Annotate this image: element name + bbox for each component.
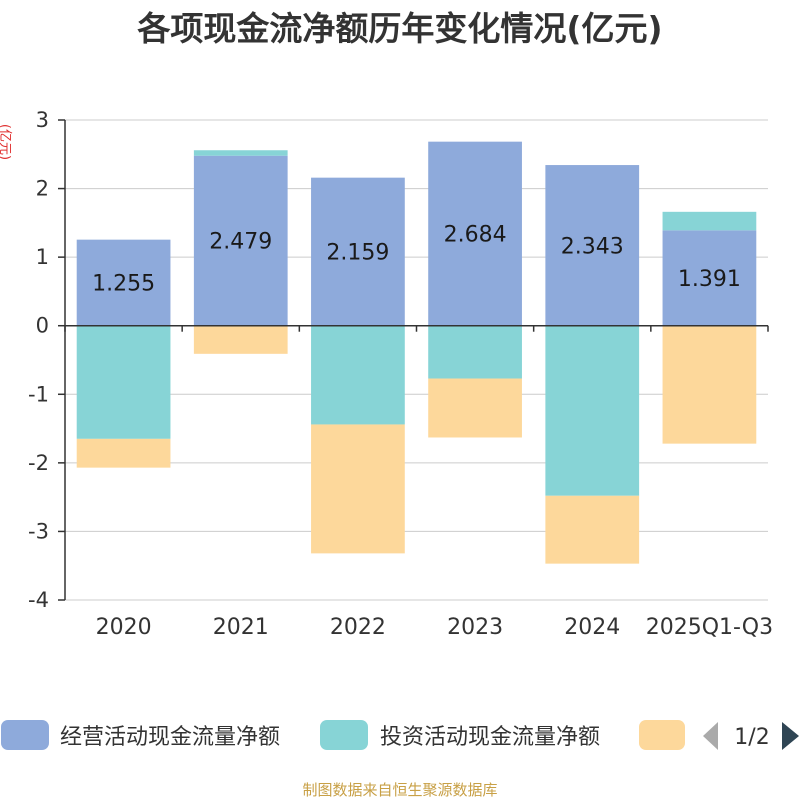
bar-series3-2022 (311, 424, 405, 554)
bar-series2-2025Q1-Q3 (662, 211, 757, 231)
data-label-series1-2023: 2.684 (444, 223, 507, 248)
data-labels: 1.255 2.479 2.159 2.684 2.343 1.391 (92, 223, 741, 297)
y-tick-label: 1 (36, 245, 49, 269)
legend-item-series-2[interactable]: 投资活动现金流量净额 (320, 720, 600, 750)
legend-next-page-icon[interactable] (782, 722, 799, 750)
legend-label-series-2: 投资活动现金流量净额 (380, 725, 600, 750)
data-label-series1-2025Q1-Q3: 1.391 (678, 267, 741, 292)
y-axis-unit-label: (亿元) (0, 124, 12, 160)
data-label-series1-2021: 2.479 (209, 230, 272, 255)
data-source-note: 制图数据来自恒生聚源数据库 (302, 781, 497, 799)
y-tick-label: 3 (36, 108, 49, 132)
legend-swatch-series-3 (639, 720, 685, 750)
bar-series1-2025Q1-Q3 (662, 230, 757, 326)
x-tick-label: 2022 (330, 615, 386, 640)
y-tick-label: -1 (28, 382, 49, 406)
y-tick-label: -2 (28, 451, 49, 475)
bar-series3-2024 (545, 495, 640, 564)
y-tick-label: 2 (36, 177, 49, 201)
bar-series1-2021 (193, 155, 288, 326)
legend-label-series-1: 经营活动现金流量净额 (60, 725, 280, 750)
y-tick-label: 0 (36, 314, 49, 338)
bar-series2-2021 (193, 150, 288, 156)
legend: 经营活动现金流量净额 投资活动现金流量净额 1/2 (1, 720, 799, 750)
bar-series1-2022 (311, 177, 405, 326)
bar-series3-2021 (193, 325, 288, 354)
legend-item-series-1[interactable]: 经营活动现金流量净额 (1, 720, 280, 750)
legend-item-series-3[interactable] (639, 720, 685, 750)
bar-series2-2024 (545, 325, 640, 496)
x-tick-label: 2025Q1-Q3 (646, 615, 773, 640)
bar-series2-2022 (311, 325, 405, 425)
data-label-series1-2024: 2.343 (561, 234, 624, 259)
legend-prev-page-icon[interactable] (703, 722, 718, 750)
bar-series3-2023 (428, 378, 522, 438)
grid (65, 119, 768, 601)
legend-swatch-series-1 (1, 720, 49, 750)
legend-swatch-series-2 (320, 720, 368, 750)
x-tick-label: 2023 (447, 615, 503, 640)
legend-page-indicator: 1/2 (734, 725, 769, 750)
bar-series3-2020 (76, 438, 171, 468)
chart-title: 各项现金流净额历年变化情况(亿元) (136, 9, 662, 48)
data-label-series1-2022: 2.159 (326, 241, 389, 266)
y-tick-label: -4 (28, 588, 49, 612)
bars (76, 141, 757, 564)
x-tick-label: 2020 (96, 615, 152, 640)
axes: 3 2 1 0 -1 -2 -3 -4 2020 2021 2022 2023 2024 2025Q1-Q… (28, 108, 773, 640)
x-tick-label: 2024 (564, 615, 620, 640)
bar-series1-2020 (76, 239, 171, 326)
bar-series3-2025Q1-Q3 (662, 325, 757, 444)
bar-series1-2024 (545, 165, 640, 326)
data-label-series1-2020: 1.255 (92, 272, 155, 297)
bar-series2-2023 (428, 325, 522, 379)
bar-series1-2023 (428, 141, 522, 326)
bar-series2-2020 (76, 325, 171, 439)
y-tick-label: -3 (28, 519, 49, 543)
x-tick-label: 2021 (213, 615, 269, 640)
